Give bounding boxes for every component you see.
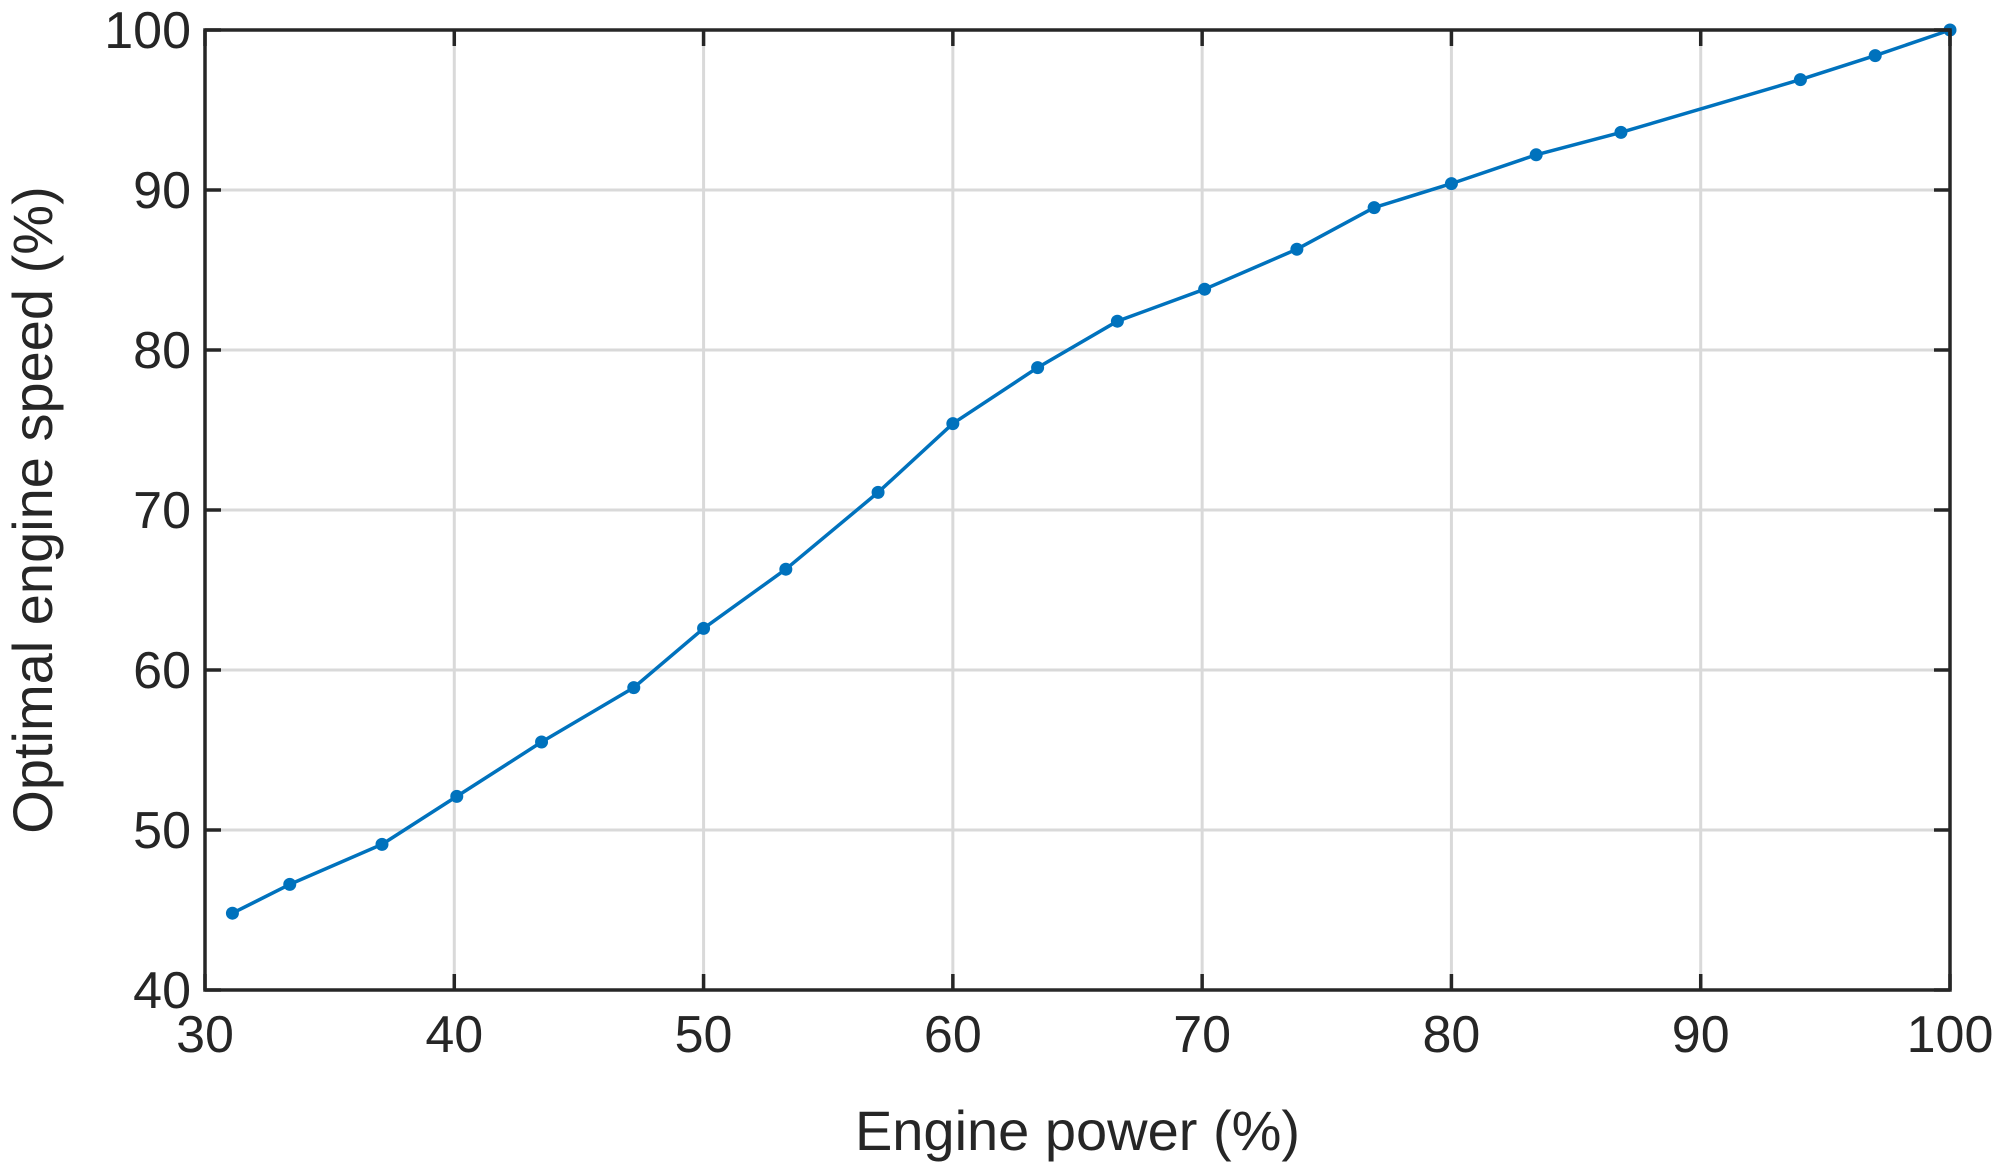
data-point xyxy=(225,906,239,920)
y-tick-label: 80 xyxy=(133,322,191,380)
ticks xyxy=(203,28,1952,992)
y-tick-label: 90 xyxy=(133,162,191,220)
data-point xyxy=(1198,282,1212,296)
data-point xyxy=(450,789,464,803)
data-point xyxy=(375,837,389,851)
x-tick-label: 50 xyxy=(675,1006,733,1064)
data-point xyxy=(1793,73,1807,87)
x-tick-label: 30 xyxy=(176,1006,234,1064)
x-tick-label: 100 xyxy=(1907,1006,1994,1064)
data-point xyxy=(946,417,960,431)
data-point xyxy=(871,485,885,499)
data-point xyxy=(1614,125,1628,139)
data-point xyxy=(1290,242,1304,256)
y-tick-label: 40 xyxy=(133,962,191,1020)
y-tick-label: 50 xyxy=(133,802,191,860)
data-point xyxy=(779,562,793,576)
x-axis-label: Engine power (%) xyxy=(855,1099,1300,1162)
data-point xyxy=(1367,201,1381,215)
x-tick-label: 70 xyxy=(1173,1006,1231,1064)
x-tick-label: 90 xyxy=(1672,1006,1730,1064)
y-tick-label: 60 xyxy=(133,642,191,700)
data-point xyxy=(697,621,711,635)
series-layer xyxy=(225,23,1957,920)
data-point xyxy=(1110,314,1124,328)
y-tick-label: 100 xyxy=(104,2,191,60)
data-point xyxy=(1444,177,1458,191)
x-tick-label: 80 xyxy=(1423,1006,1481,1064)
x-tick-label: 40 xyxy=(425,1006,483,1064)
series-line xyxy=(231,28,1951,915)
data-point xyxy=(1868,49,1882,63)
y-tick-label: 70 xyxy=(133,482,191,540)
data-point xyxy=(1529,148,1543,162)
data-point xyxy=(535,735,549,749)
data-point xyxy=(283,877,297,891)
y-axis-label: Optimal engine speed (%) xyxy=(1,186,64,833)
data-point xyxy=(627,681,641,695)
data-point xyxy=(1031,361,1045,375)
grid xyxy=(205,30,1950,990)
x-tick-label: 60 xyxy=(924,1006,982,1064)
